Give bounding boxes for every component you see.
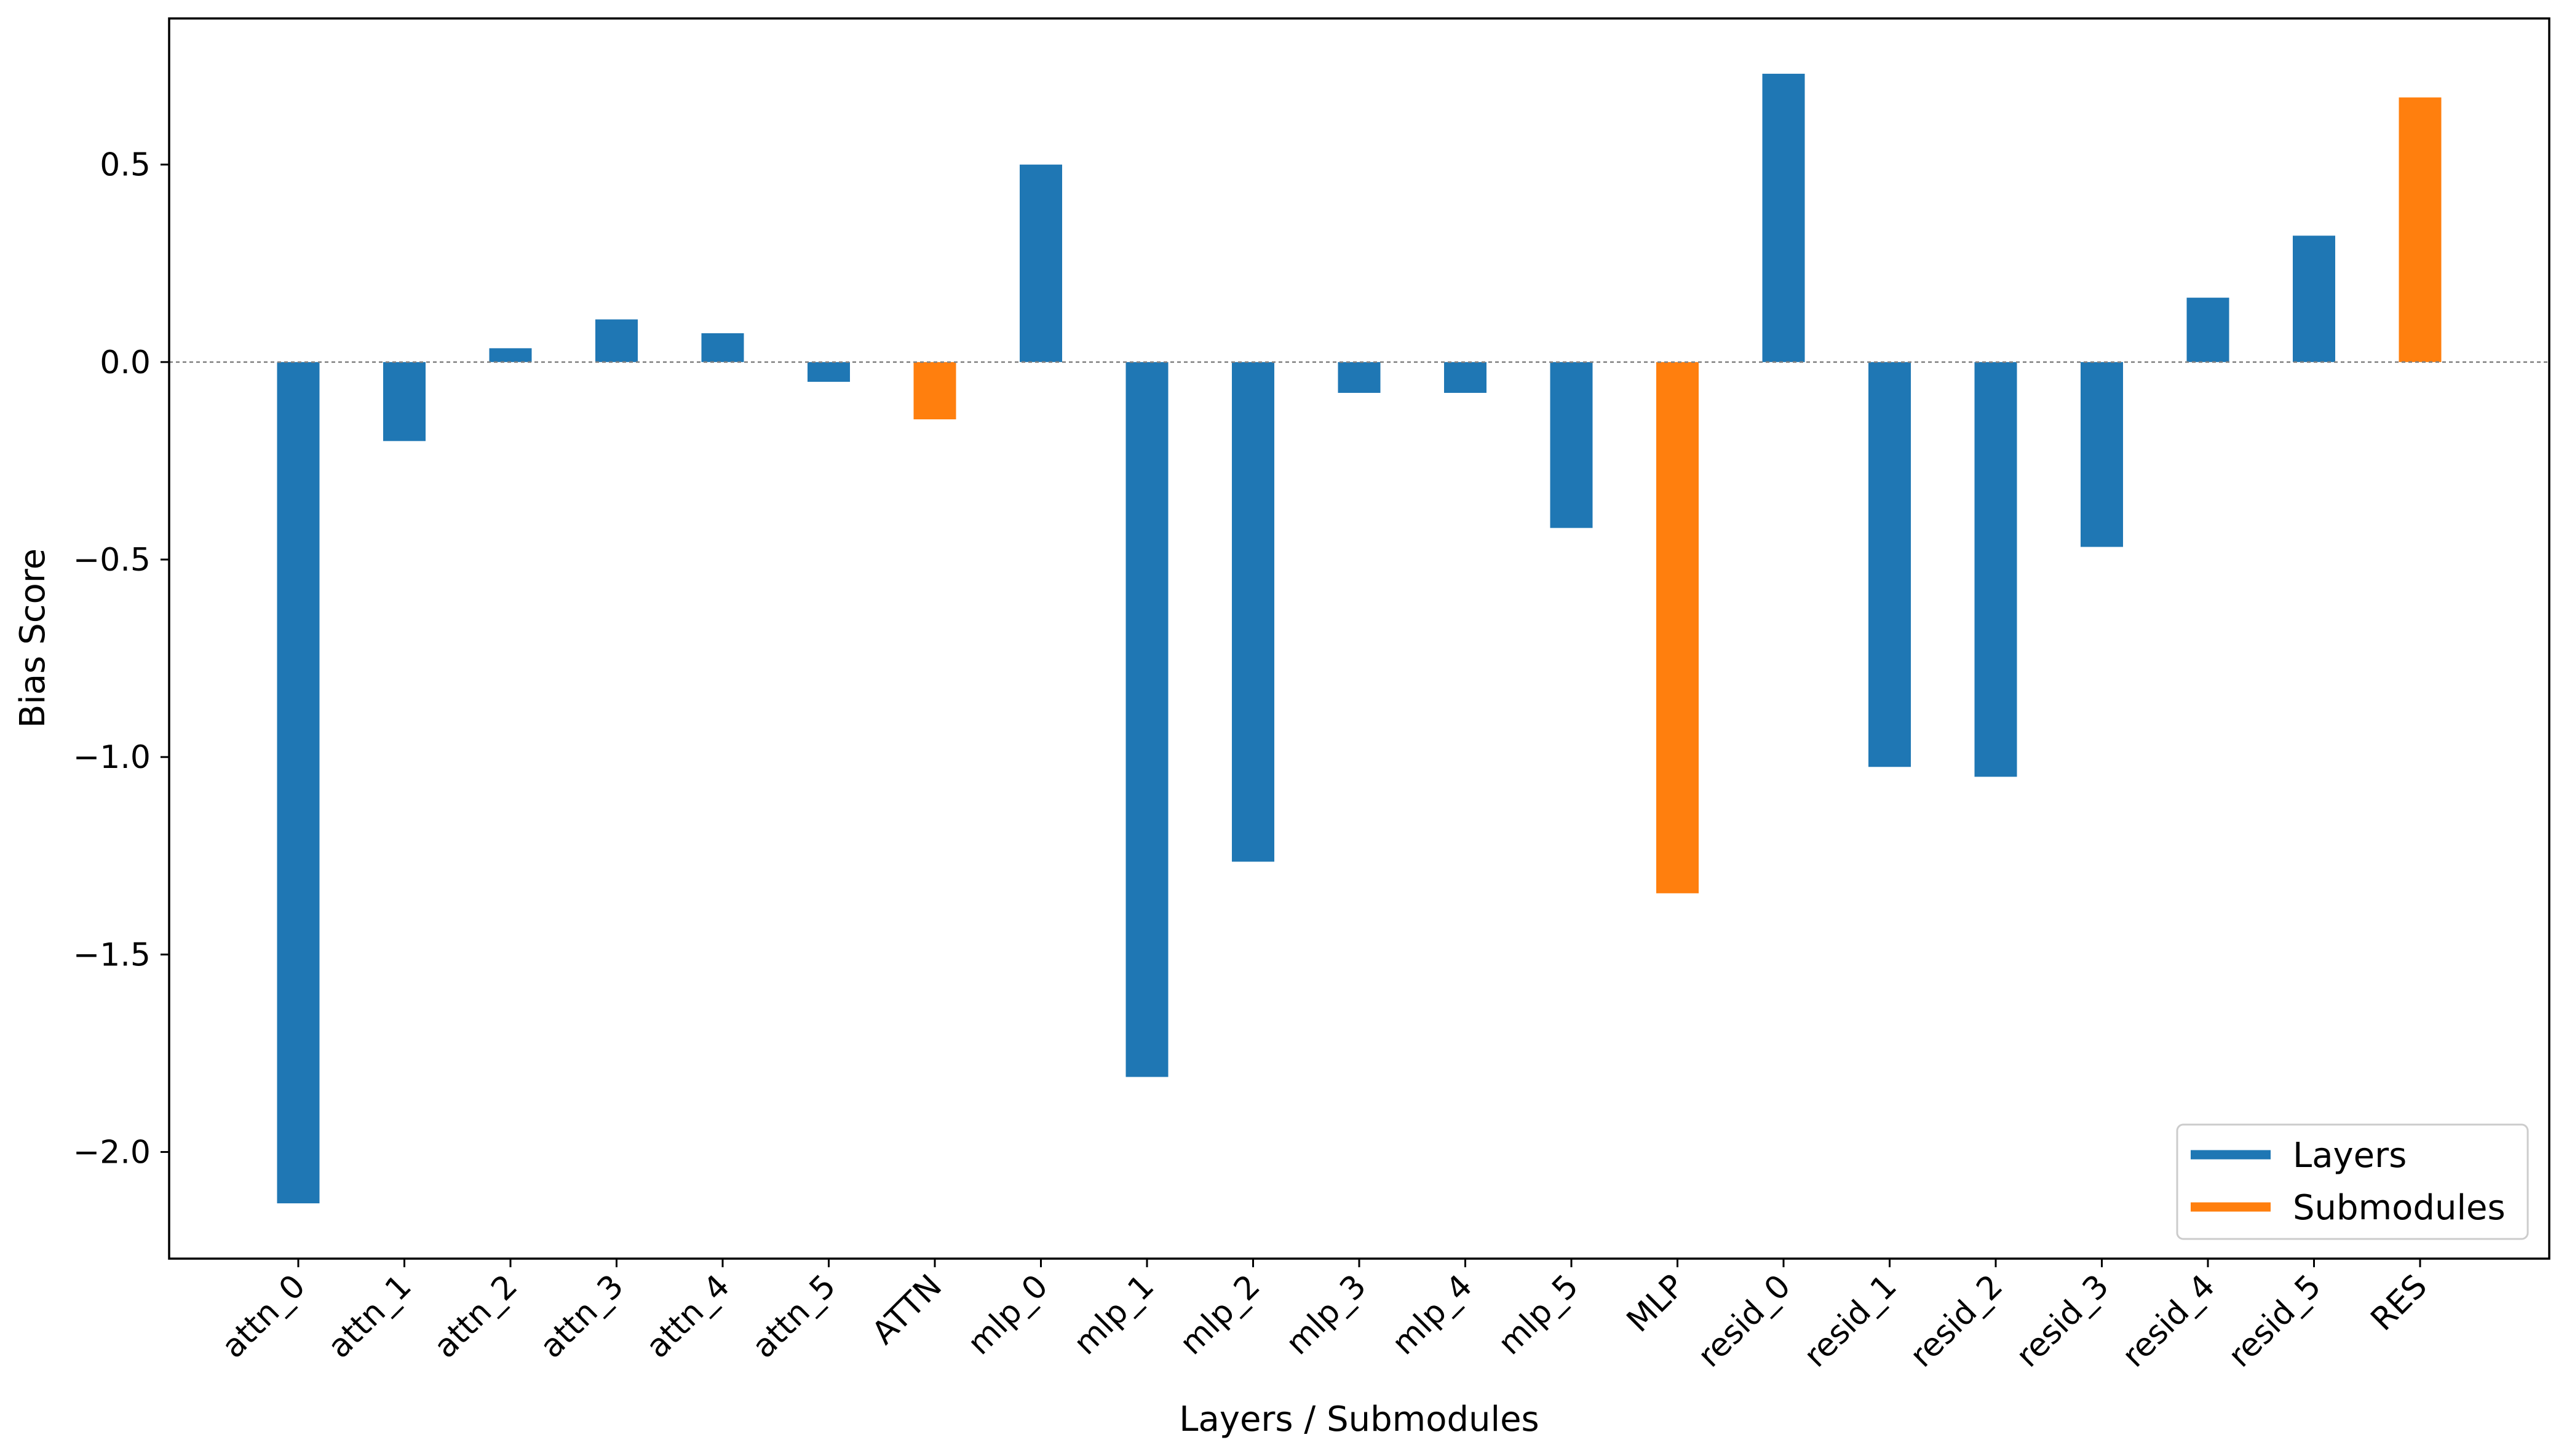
y-tick-label: −1.0 [73,739,151,776]
bar-mlp_3 [1338,362,1381,393]
bar-attn_5 [808,362,850,382]
bar-attn_4 [701,333,744,362]
x-tick-label-res: RES [2364,1268,2435,1339]
x-tick-label-resid_5: resid_5 [2221,1268,2328,1375]
x-tick-label-mlp_5: mlp_5 [1491,1268,1586,1363]
x-tick-label-attn: ATTN [865,1268,950,1352]
plot-background [169,18,2549,1259]
bar-attn_2 [489,348,532,362]
y-tick-label: 0.5 [100,147,151,184]
x-axis: attn_0 attn_1 attn_2 attn_3 attn_4 attn_5 ATTN… [215,1259,2434,1375]
x-tick-label-mlp_0: mlp_0 [961,1268,1055,1363]
x-tick-label-resid_3: resid_3 [2009,1268,2116,1375]
x-tick-label-attn_2: attn_2 [427,1268,525,1366]
x-tick-label-resid_1: resid_1 [1797,1268,1904,1375]
bar-resid_1 [1868,362,1911,767]
bar-mlp [1656,362,1699,893]
x-tick-label-mlp_4: mlp_4 [1385,1268,1480,1363]
bars-group [277,73,2442,1204]
bar-mlp_5 [1550,362,1593,528]
y-tick-label: −1.5 [73,936,151,973]
x-tick-label-mlp: MLP [1620,1268,1692,1340]
bar-mlp_4 [1444,362,1486,393]
legend: Layers Submodules [2176,1123,2529,1240]
bar-resid_0 [1762,73,1805,362]
bar-resid_3 [2081,362,2123,547]
y-axis-label: Bias Score [13,548,53,728]
x-tick-label-resid_4: resid_4 [2115,1268,2222,1375]
x-tick-label-attn_3: attn_3 [533,1268,631,1366]
bar-res [2399,97,2442,362]
bar-mlp_1 [1125,362,1169,1077]
legend-label-layers: Layers [2293,1136,2407,1176]
bar-attn [913,362,956,419]
y-tick-label: −0.5 [73,542,151,579]
bar-resid_2 [1974,362,2017,777]
x-tick-label-resid_0: resid_0 [1691,1268,1798,1375]
bar-mlp_2 [1232,362,1274,862]
y-axis: −2.0 −1.5 −1.0 −0.5 0.0 0.5 [73,147,169,1171]
bar-attn_1 [383,362,426,441]
x-tick-label-attn_4: attn_4 [639,1268,737,1366]
bar-attn_0 [277,362,320,1204]
bar-mlp_0 [1020,164,1062,362]
x-tick-label-mlp_2: mlp_2 [1173,1268,1268,1363]
bar-resid_5 [2293,235,2335,362]
y-tick-label: −2.0 [73,1134,151,1171]
x-tick-label-attn_0: attn_0 [215,1268,312,1366]
bar-resid_4 [2186,298,2229,362]
x-tick-label-mlp_3: mlp_3 [1279,1268,1374,1363]
x-tick-label-attn_5: attn_5 [745,1268,843,1366]
bar-attn_3 [595,319,638,362]
legend-label-submodules: Submodules [2293,1188,2506,1228]
x-tick-label-attn_1: attn_1 [321,1268,419,1366]
x-axis-label: Layers / Submodules [1179,1399,1539,1439]
x-tick-label-resid_2: resid_2 [1903,1268,2010,1375]
y-tick-label: 0.0 [100,344,151,381]
x-tick-label-mlp_1: mlp_1 [1067,1268,1162,1363]
